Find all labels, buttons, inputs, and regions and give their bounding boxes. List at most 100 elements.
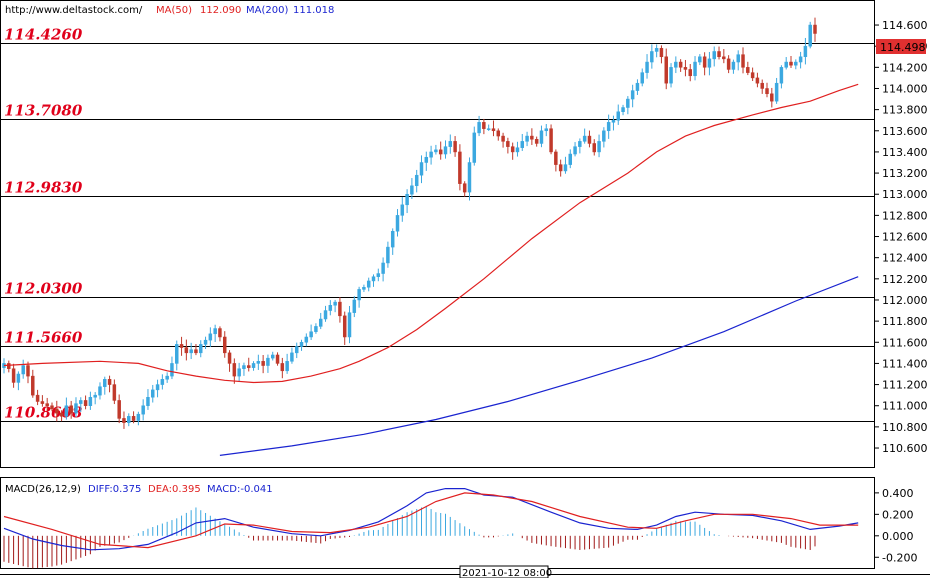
candle-body	[318, 318, 323, 327]
candle-body	[592, 143, 596, 153]
candle-body	[578, 141, 582, 147]
candle	[760, 79, 764, 94]
candle-body	[587, 135, 592, 144]
candle	[597, 134, 601, 158]
candle-body	[621, 107, 625, 112]
candle-body	[122, 418, 126, 423]
candle-body	[424, 156, 429, 163]
candle-body	[88, 397, 93, 406]
candle-body	[606, 122, 611, 132]
candle	[93, 392, 97, 405]
candle	[50, 402, 54, 412]
candle-body	[304, 336, 309, 343]
candle-body	[328, 305, 333, 311]
candle	[31, 369, 35, 398]
candle	[726, 55, 731, 74]
candle	[558, 159, 563, 177]
candle	[256, 354, 261, 370]
candle	[602, 127, 606, 148]
candle-body	[261, 361, 265, 366]
price-tick-label: 113.800	[882, 104, 928, 117]
candle	[707, 51, 712, 76]
candle-body	[650, 51, 654, 63]
candle	[798, 51, 803, 69]
candle	[794, 59, 798, 70]
candle-body	[774, 82, 779, 102]
candle-body	[429, 151, 433, 158]
candle	[179, 336, 184, 356]
candle	[462, 181, 467, 197]
candle	[64, 397, 69, 420]
candle-body	[702, 56, 707, 68]
candle	[213, 324, 217, 342]
candle	[290, 347, 294, 364]
candle	[650, 44, 654, 69]
candle	[232, 358, 237, 384]
candle-body	[347, 312, 352, 338]
candle-body	[698, 56, 702, 63]
candle-body	[630, 90, 635, 100]
candle	[323, 305, 328, 322]
candle-body	[107, 379, 112, 385]
candle-body	[26, 365, 30, 377]
candle-body	[59, 412, 64, 417]
candle-body	[194, 349, 198, 354]
candle	[486, 124, 491, 131]
candle-body	[390, 230, 395, 248]
candle-body	[549, 128, 553, 153]
candle	[525, 131, 529, 147]
candle-body	[458, 151, 462, 184]
candle-body	[784, 61, 788, 68]
source-url: http://www.deltastock.com/	[5, 5, 143, 16]
candle-body	[558, 164, 563, 172]
time-label: 2021-10-12 08:00	[462, 568, 552, 578]
candle-body	[746, 67, 750, 73]
candle-body	[482, 122, 486, 129]
candle-body	[693, 61, 697, 77]
ma200-value: 111.018	[293, 5, 334, 16]
candle-body	[232, 363, 237, 377]
candle	[347, 306, 352, 344]
candle	[453, 136, 457, 157]
candle	[731, 59, 736, 74]
candle	[112, 379, 117, 405]
candle-body	[611, 119, 616, 123]
candle	[55, 400, 59, 422]
candle	[107, 375, 112, 393]
candle-body	[731, 61, 736, 70]
candle	[789, 55, 793, 68]
price-tick-label: 112.600	[882, 231, 928, 244]
price-tick-label: 111.600	[882, 336, 928, 349]
candle-body	[712, 51, 716, 60]
candle-body	[760, 82, 764, 89]
candle	[362, 284, 366, 292]
candle	[189, 342, 193, 360]
candle-body	[496, 130, 501, 137]
candle	[160, 374, 165, 390]
candle	[314, 323, 318, 334]
price-tick-label: 112.000	[882, 294, 928, 307]
candle	[146, 389, 150, 410]
candle-body	[400, 204, 405, 216]
candle	[299, 339, 304, 351]
candle	[285, 353, 289, 374]
candle	[266, 354, 270, 373]
candle-body	[467, 162, 472, 193]
candle	[635, 79, 640, 95]
candle-body	[635, 82, 640, 91]
candle	[765, 82, 769, 98]
candle-body	[256, 361, 261, 364]
candle-body	[103, 379, 107, 387]
candle	[141, 399, 145, 421]
price-tick-label: 111.000	[882, 400, 928, 413]
candle	[534, 136, 539, 147]
macd-tick-label: 0.000	[882, 530, 914, 543]
candle	[587, 130, 592, 148]
candle-body	[309, 331, 313, 338]
candle	[482, 118, 486, 135]
candle-body	[69, 405, 73, 414]
candle	[616, 104, 620, 125]
candle-body	[136, 413, 141, 421]
